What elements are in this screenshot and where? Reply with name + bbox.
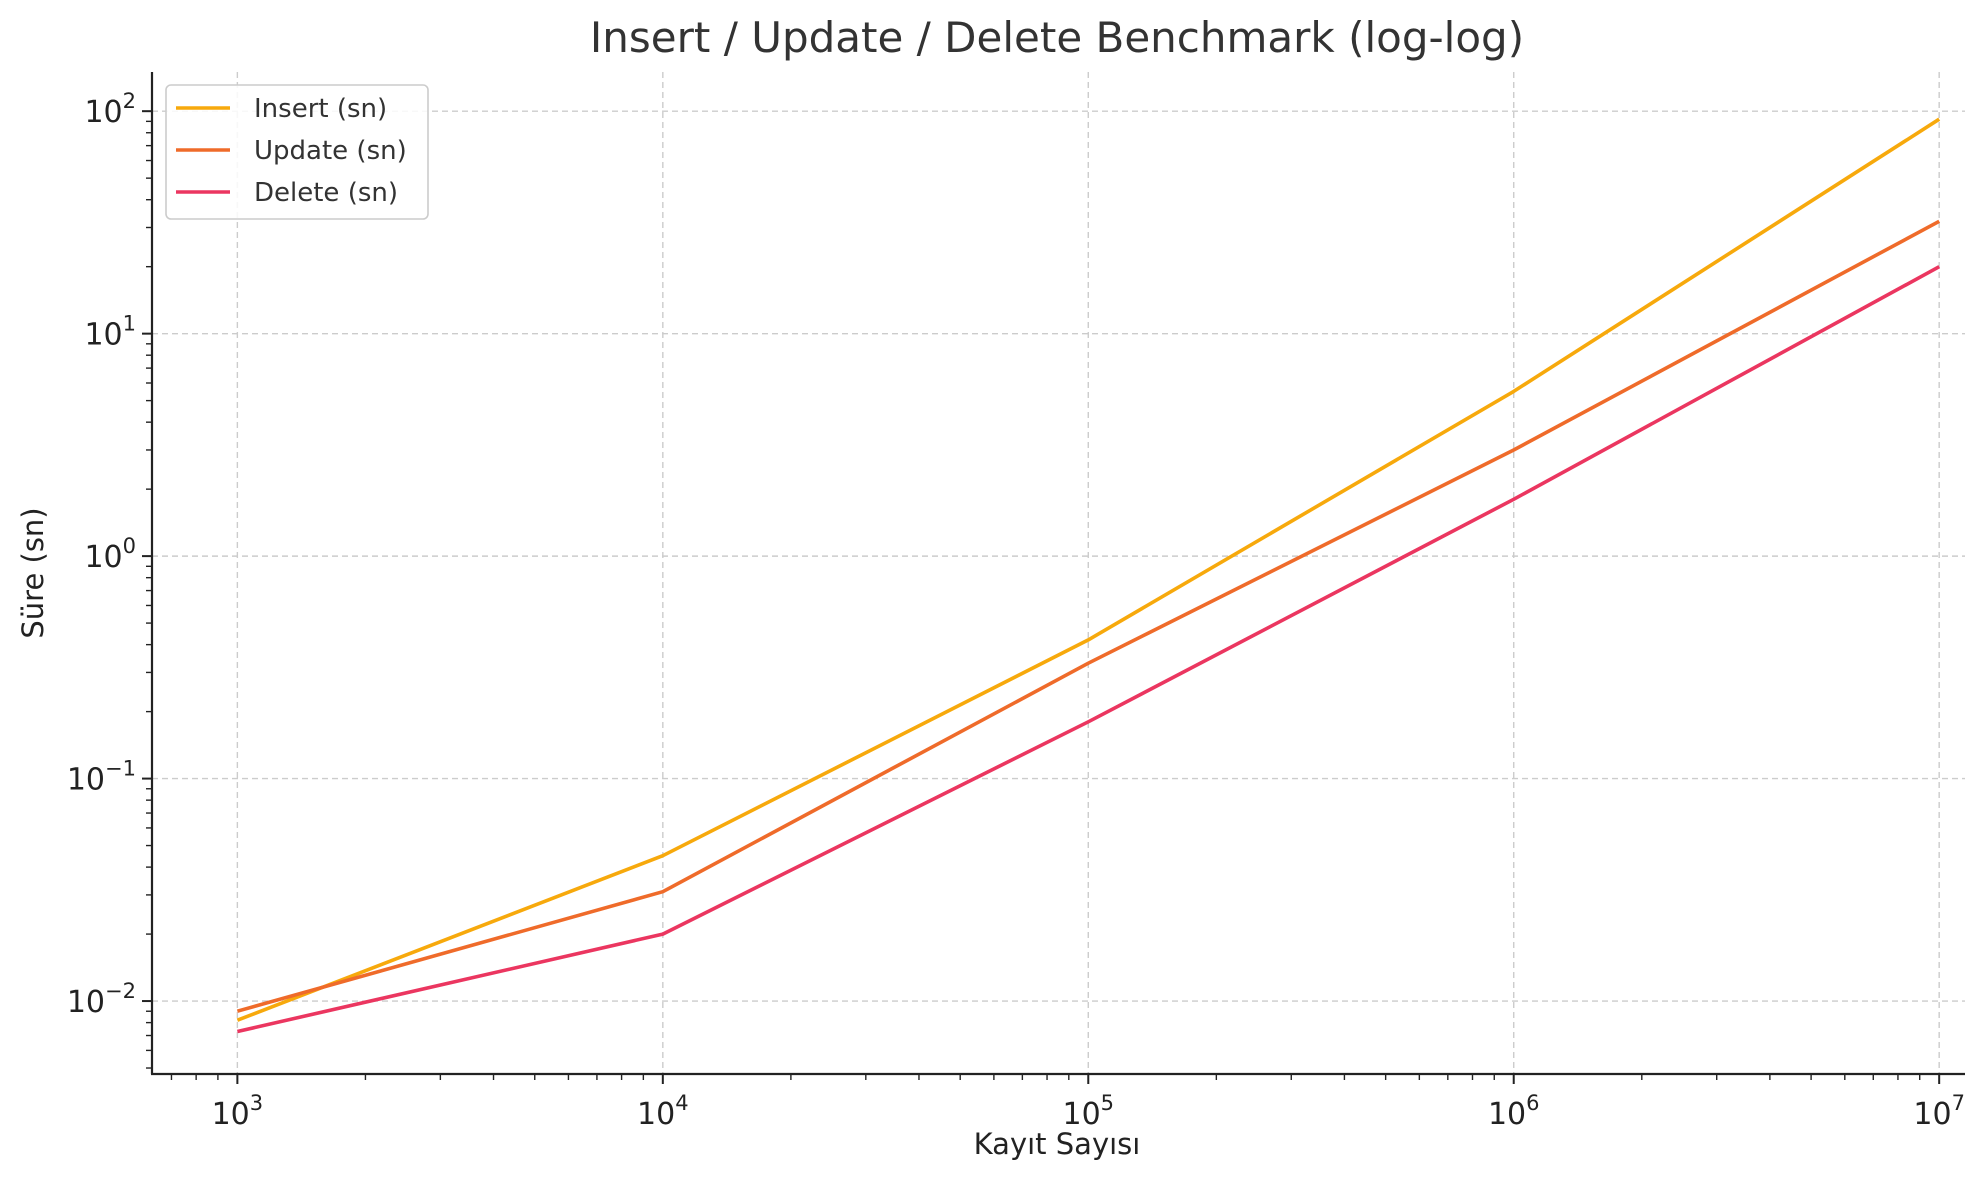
x-axis-ticks: 103 104 105 106 107 [212, 1074, 1965, 1132]
x-tick-label: 103 [212, 1091, 264, 1132]
y-axis-ticks: 10−2 10−1 100 101 102 [67, 89, 152, 1020]
legend-label-insert: Insert (sn) [254, 94, 387, 124]
y-axis-label: Süre (sn) [16, 507, 50, 638]
y-tick-label: 100 [84, 534, 136, 575]
axes-spines [150, 72, 1965, 1076]
x-tick-label: 104 [637, 1091, 689, 1132]
grid [152, 72, 1965, 1074]
minor-ticks [146, 120, 1921, 1080]
legend-frame [165, 84, 429, 220]
y-tick-label: 101 [84, 312, 136, 353]
x-tick-label: 106 [1488, 1091, 1540, 1132]
legend-label-delete: Delete (sn) [254, 178, 398, 208]
series-line-delete [236, 265, 1941, 1034]
y-tick-label: 10−1 [67, 757, 136, 798]
series-line-insert [236, 117, 1941, 1022]
y-tick-label: 10−2 [67, 979, 136, 1020]
legend-label-update: Update (sn) [254, 136, 407, 166]
chart-title: Insert / Update / Delete Benchmark (log-… [590, 13, 1524, 62]
x-axis-label: Kayıt Sayısı [974, 1127, 1141, 1161]
x-tick-label: 105 [1062, 1091, 1114, 1132]
y-tick-label: 102 [84, 89, 136, 130]
legend: Insert (sn) Update (sn) Delete (sn) [165, 84, 429, 220]
series-line-update [236, 219, 1941, 1013]
series-lines [236, 117, 1941, 1034]
x-tick-label: 107 [1913, 1091, 1965, 1132]
